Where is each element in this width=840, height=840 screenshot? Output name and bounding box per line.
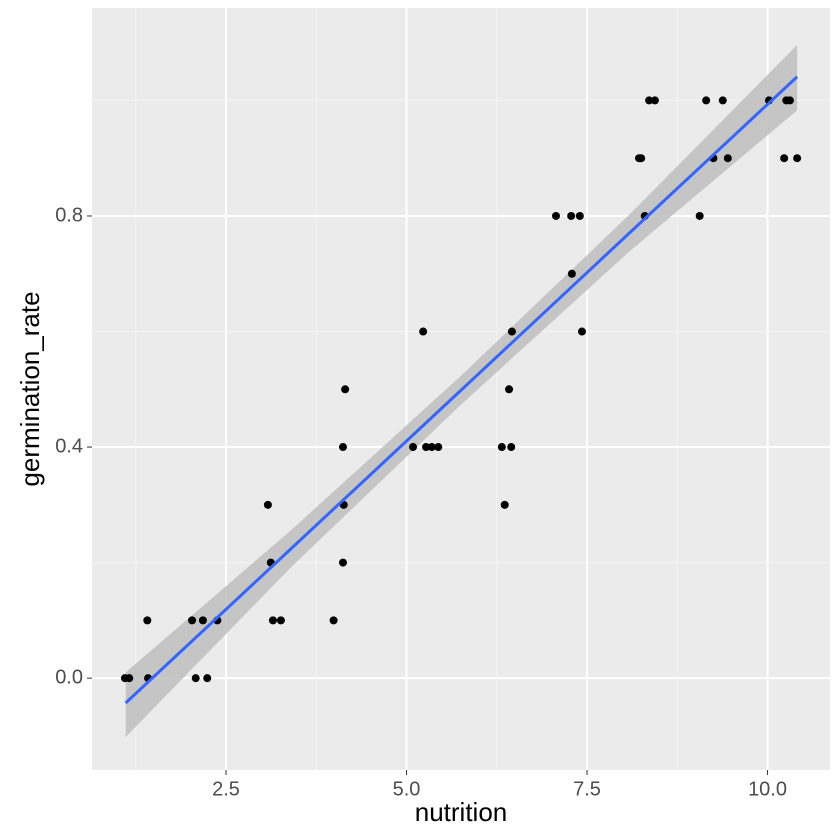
point	[338, 558, 347, 567]
point	[723, 154, 732, 163]
point	[341, 385, 350, 394]
point	[702, 96, 711, 105]
point	[198, 616, 207, 625]
point	[143, 616, 152, 625]
point	[650, 96, 659, 105]
point	[500, 500, 509, 509]
point	[276, 616, 285, 625]
x-axis-title: nutrition	[415, 797, 508, 827]
point	[422, 443, 431, 452]
point	[263, 500, 272, 509]
point	[505, 385, 514, 394]
point	[793, 154, 802, 163]
point	[497, 443, 506, 452]
point	[575, 211, 584, 220]
point	[434, 443, 443, 452]
point	[780, 154, 789, 163]
y-tick-label: 0.4	[55, 435, 83, 457]
point	[188, 616, 197, 625]
point	[507, 443, 516, 452]
y-tick-label: 0.0	[55, 666, 83, 688]
point	[785, 96, 794, 105]
point	[718, 96, 727, 105]
point	[329, 616, 338, 625]
point	[268, 616, 277, 625]
x-tick-label: 5.0	[393, 778, 421, 800]
point	[419, 327, 428, 336]
point	[567, 269, 576, 278]
y-tick-label: 0.8	[55, 204, 83, 226]
y-axis-title: germination_rate	[15, 291, 45, 486]
x-tick-label: 2.5	[212, 778, 240, 800]
point	[203, 674, 212, 683]
point	[125, 674, 134, 683]
point	[637, 154, 646, 163]
point	[695, 211, 704, 220]
x-tick-label: 7.5	[573, 778, 601, 800]
point	[507, 327, 516, 336]
point	[551, 211, 560, 220]
point	[338, 443, 347, 452]
regression-line	[124, 75, 799, 705]
point	[577, 327, 586, 336]
point	[567, 211, 576, 220]
point	[409, 443, 418, 452]
x-tick-label: 10.0	[748, 778, 787, 800]
point	[191, 674, 200, 683]
point	[427, 443, 436, 452]
point	[645, 96, 654, 105]
